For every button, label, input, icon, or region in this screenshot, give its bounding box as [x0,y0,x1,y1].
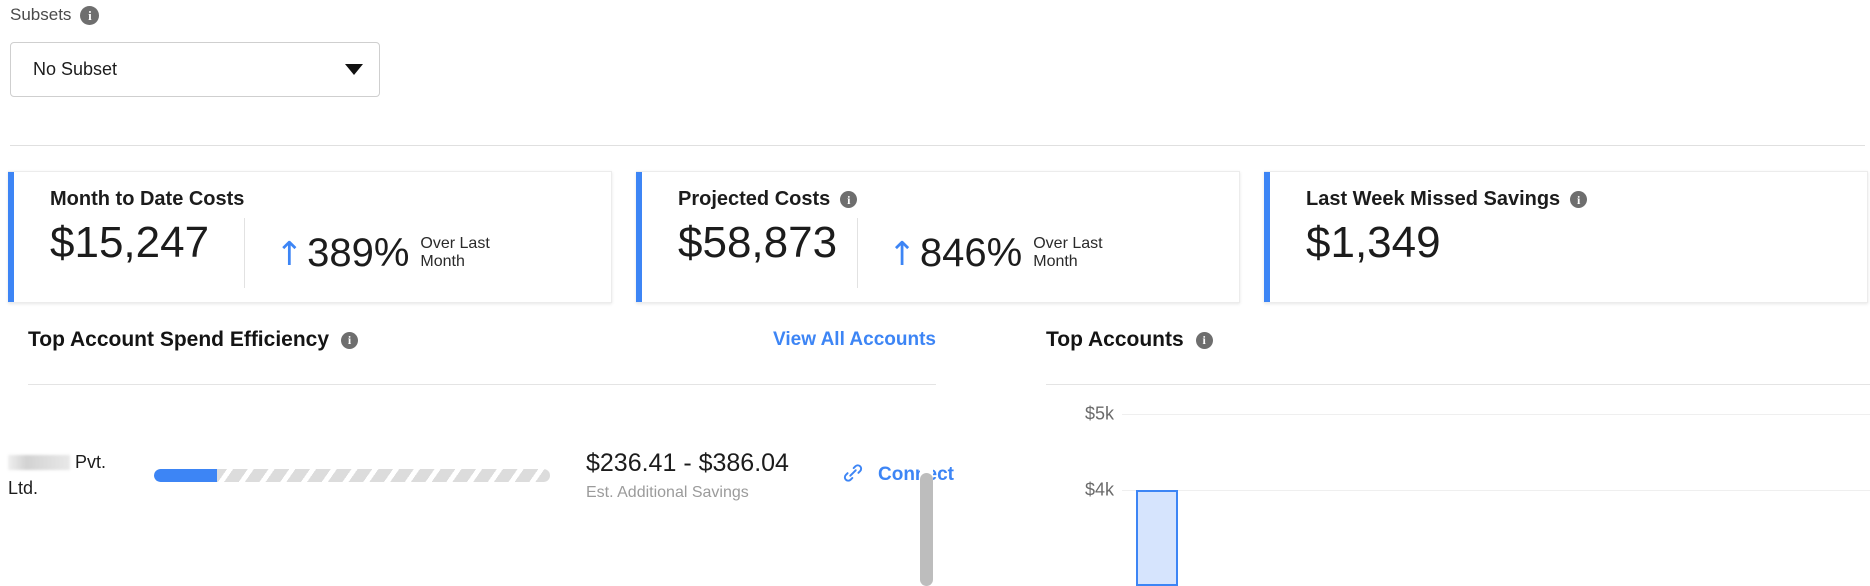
kpi-card-last-week-missed-savings[interactable]: Last Week Missed Savings i $1,349 [1264,171,1868,303]
panel-divider [1046,384,1870,385]
card-title: Projected Costs i [678,188,858,211]
connect-label: Connect [878,464,954,485]
redacted-account-name [8,454,70,470]
card-value: $1,349 [1306,218,1441,267]
kpi-card-row: Month to Date Costs $15,247 ↑ 389% Over … [0,171,1870,314]
savings-block: $236.41 - $386.04 Est. Additional Saving… [586,449,824,502]
info-icon[interactable]: i [1195,331,1213,349]
chart-y-tick-label: $4k [1084,479,1114,500]
panel-title: Top Accounts i [1046,328,1213,352]
chevron-down-icon[interactable] [345,64,363,75]
card-title: Last Week Missed Savings i [1306,188,1588,211]
arrow-up-icon: ↑ [275,233,304,273]
savings-range: $236.41 - $386.04 [586,448,789,477]
card-delta: ↑ 846% Over Last Month [857,218,1117,288]
link-icon [840,460,866,491]
top-accounts-chart: $5k $4k [1046,392,1870,586]
card-title: Month to Date Costs [50,188,244,211]
info-icon[interactable]: i [1570,191,1588,208]
panel-header: Top Accounts i [1046,328,1870,352]
panel-divider [28,384,936,385]
panel-title-text: Top Account Spend Efficiency [28,328,330,351]
card-main: Last Week Missed Savings i $1,349 [1270,172,1588,302]
chart-y-tick-label: $5k [1084,403,1114,424]
card-accent-bar [1264,172,1270,302]
card-value: $15,247 [50,218,210,267]
chart-gridline [1122,490,1870,491]
section-divider [10,145,1865,146]
info-icon[interactable]: i [80,5,100,25]
panel-title-text: Top Accounts [1046,328,1184,351]
arrow-up-icon: ↑ [888,233,916,273]
kpi-card-projected-costs[interactable]: Projected Costs i $58,873 ↑ 846% Over La… [636,171,1240,303]
account-row[interactable]: Pvt. Ltd. $236.41 - $386.04 Est. Additio… [8,415,954,535]
subsets-label: Subsets [10,5,72,24]
subsets-label-row: Subsets i [10,4,430,26]
top-accounts-panel: Top Accounts i [1046,328,1870,385]
scrollbar-thumb[interactable] [920,473,933,586]
card-main: Month to Date Costs $15,247 [14,172,244,302]
view-all-accounts-link[interactable]: View All Accounts [773,329,936,350]
subset-select-value: No Subset [33,59,118,79]
progress-track [154,468,550,482]
card-body: Projected Costs i $58,873 ↑ 846% Over La… [642,172,1239,302]
card-title-text: Month to Date Costs [50,188,245,210]
card-delta-caption: Over Last Month [420,235,490,270]
card-delta-percent: 389% [307,231,410,275]
card-delta-percent: 846% [919,231,1023,275]
spend-efficiency-progress [154,468,550,482]
card-body: Last Week Missed Savings i $1,349 [1270,172,1867,302]
card-value: $58,873 [678,218,838,267]
card-body: Month to Date Costs $15,247 ↑ 389% Over … [14,172,611,302]
card-accent-bar [636,172,642,302]
subsets-filter: Subsets i No Subset [10,4,430,97]
kpi-card-month-to-date-costs[interactable]: Month to Date Costs $15,247 ↑ 389% Over … [8,171,612,303]
card-title-text: Last Week Missed Savings [1306,188,1561,210]
info-icon[interactable]: i [840,191,858,208]
card-delta: ↑ 389% Over Last Month [244,218,504,288]
card-accent-bar [8,172,14,302]
account-name-suffix: Pvt. Ltd. [8,451,107,498]
chart-gridline [1122,414,1870,415]
progress-fill [154,468,218,482]
subset-select[interactable]: No Subset [10,42,380,97]
panel-header: Top Account Spend Efficiency i View All … [28,328,936,352]
accounts-list-scrollbar[interactable] [920,398,933,586]
card-delta-caption: Over Last Month [1033,235,1103,270]
chart-bar[interactable] [1136,490,1178,586]
info-icon[interactable]: i [341,331,359,349]
account-name: Pvt. Ltd. [8,449,136,501]
card-main: Projected Costs i $58,873 [642,172,858,302]
savings-caption: Est. Additional Savings [586,483,749,501]
top-account-spend-efficiency-panel: Top Account Spend Efficiency i View All … [28,328,936,385]
panel-title: Top Account Spend Efficiency i [28,328,359,352]
card-title-text: Projected Costs [678,188,831,210]
connect-button[interactable]: Connect [840,460,954,491]
